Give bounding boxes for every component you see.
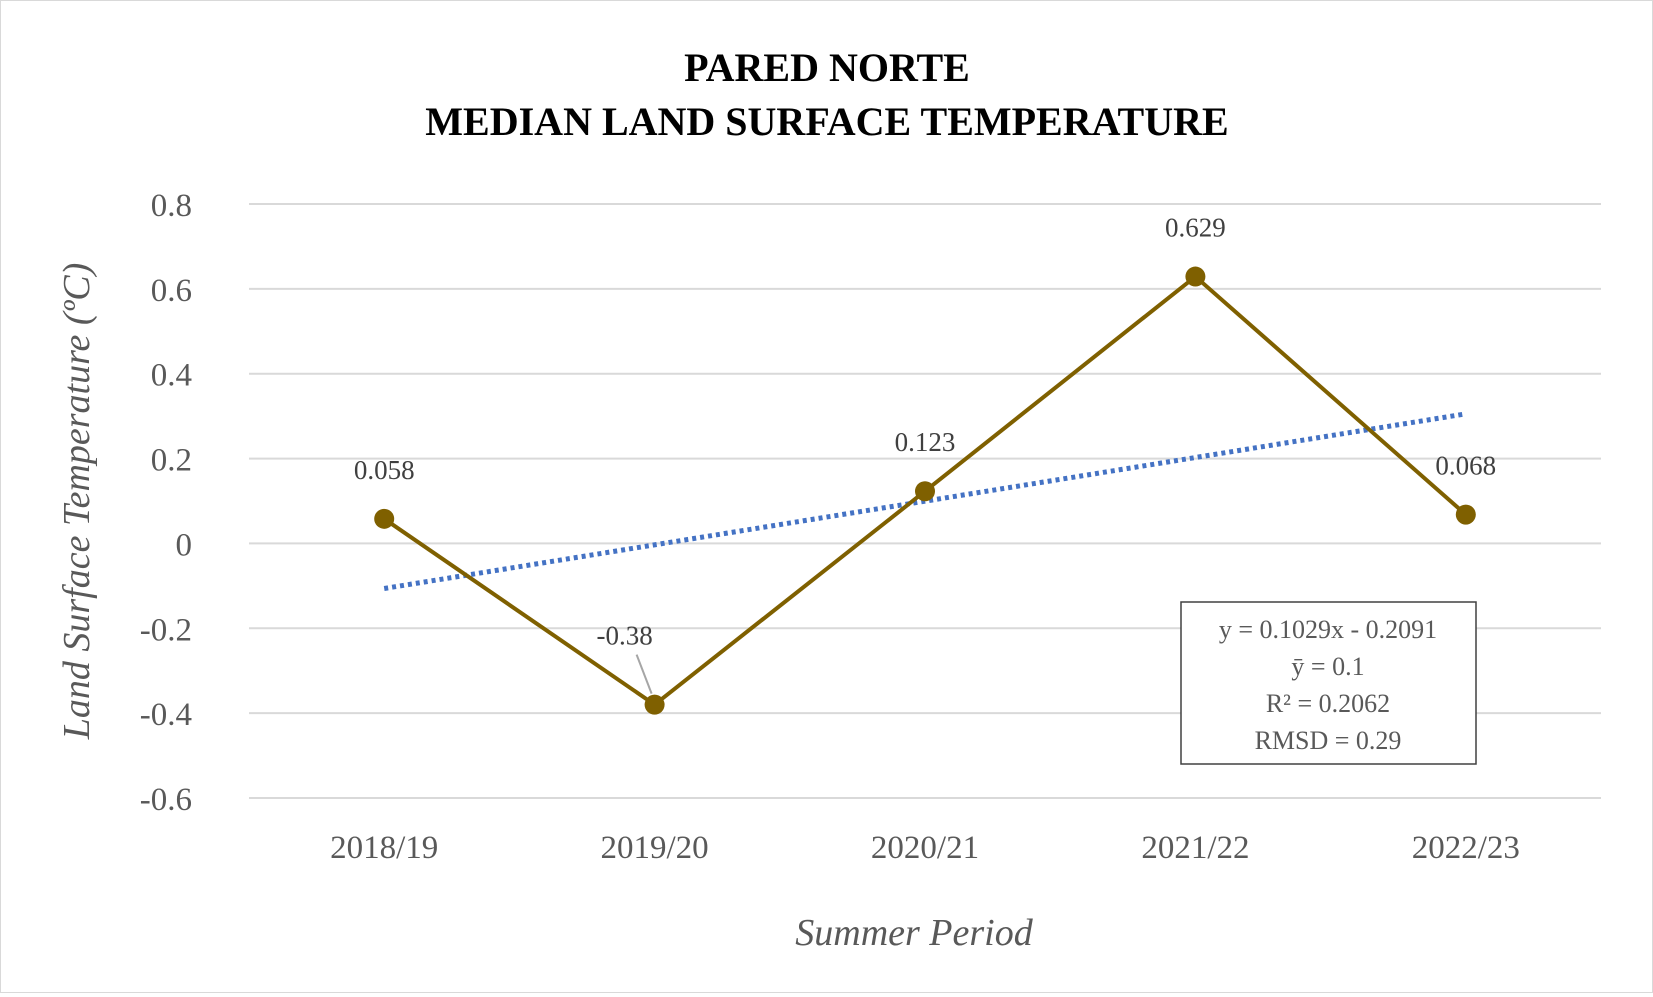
y-tick-label: 0.8 — [151, 188, 192, 224]
stats-equation: y = 0.1029x - 0.2091 — [1219, 615, 1437, 644]
x-tick-label: 2021/22 — [1141, 830, 1249, 866]
x-tick-label: 2019/20 — [601, 830, 709, 866]
y-tick-label: 0.2 — [151, 443, 192, 479]
gridlines — [249, 203, 1601, 799]
stats-rmsd: RMSD = 0.29 — [1255, 726, 1402, 755]
x-axis-title: Summer Period — [795, 912, 1033, 954]
data-point — [1185, 266, 1206, 287]
data-point — [644, 694, 665, 715]
x-tick-label: 2022/23 — [1412, 830, 1520, 866]
y-axis-ticks: 0.8 0.6 0.4 0.2 0 -0.2 -0.4 -0.6 — [140, 188, 192, 818]
x-tick-label: 2018/19 — [330, 830, 438, 866]
stats-box-border — [1180, 601, 1477, 765]
y-tick-label: -0.6 — [140, 782, 192, 818]
y-tick-label: 0.6 — [151, 273, 192, 309]
y-tick-label: 0 — [176, 527, 193, 563]
stats-r-squared: R² = 0.2062 — [1266, 689, 1390, 718]
x-axis-ticks: 2018/19 2019/20 2020/21 2021/22 2022/23 — [330, 830, 1520, 866]
y-axis-title: Land Surface Temperature (ºC) — [56, 263, 98, 741]
chart-title-line-2: MEDIAN LAND SURFACE TEMPERATURE — [425, 99, 1228, 144]
y-tick-label: -0.4 — [140, 697, 192, 733]
stats-mean: ȳ = 0.1 — [1291, 652, 1364, 681]
data-label-leader — [635, 654, 653, 695]
data-label: -0.38 — [596, 621, 652, 651]
data-label: 0.068 — [1435, 451, 1496, 481]
data-point — [1455, 504, 1476, 525]
y-tick-label: 0.4 — [151, 358, 192, 394]
y-tick-label: -0.2 — [140, 612, 192, 648]
data-point — [915, 481, 935, 502]
data-point — [374, 508, 395, 529]
data-label: 0.058 — [354, 455, 415, 485]
x-tick-label: 2020/21 — [871, 830, 979, 866]
data-label: 0.123 — [895, 427, 956, 457]
data-series — [374, 266, 1476, 715]
chart-title-line-1: PARED NORTE — [684, 45, 970, 90]
stats-box: y = 0.1029x - 0.2091 ȳ = 0.1 R² = 0.2062… — [1180, 601, 1477, 765]
data-labels: 0.058 -0.38 0.123 0.629 0.068 — [354, 213, 1496, 695]
data-label: 0.629 — [1165, 213, 1226, 243]
